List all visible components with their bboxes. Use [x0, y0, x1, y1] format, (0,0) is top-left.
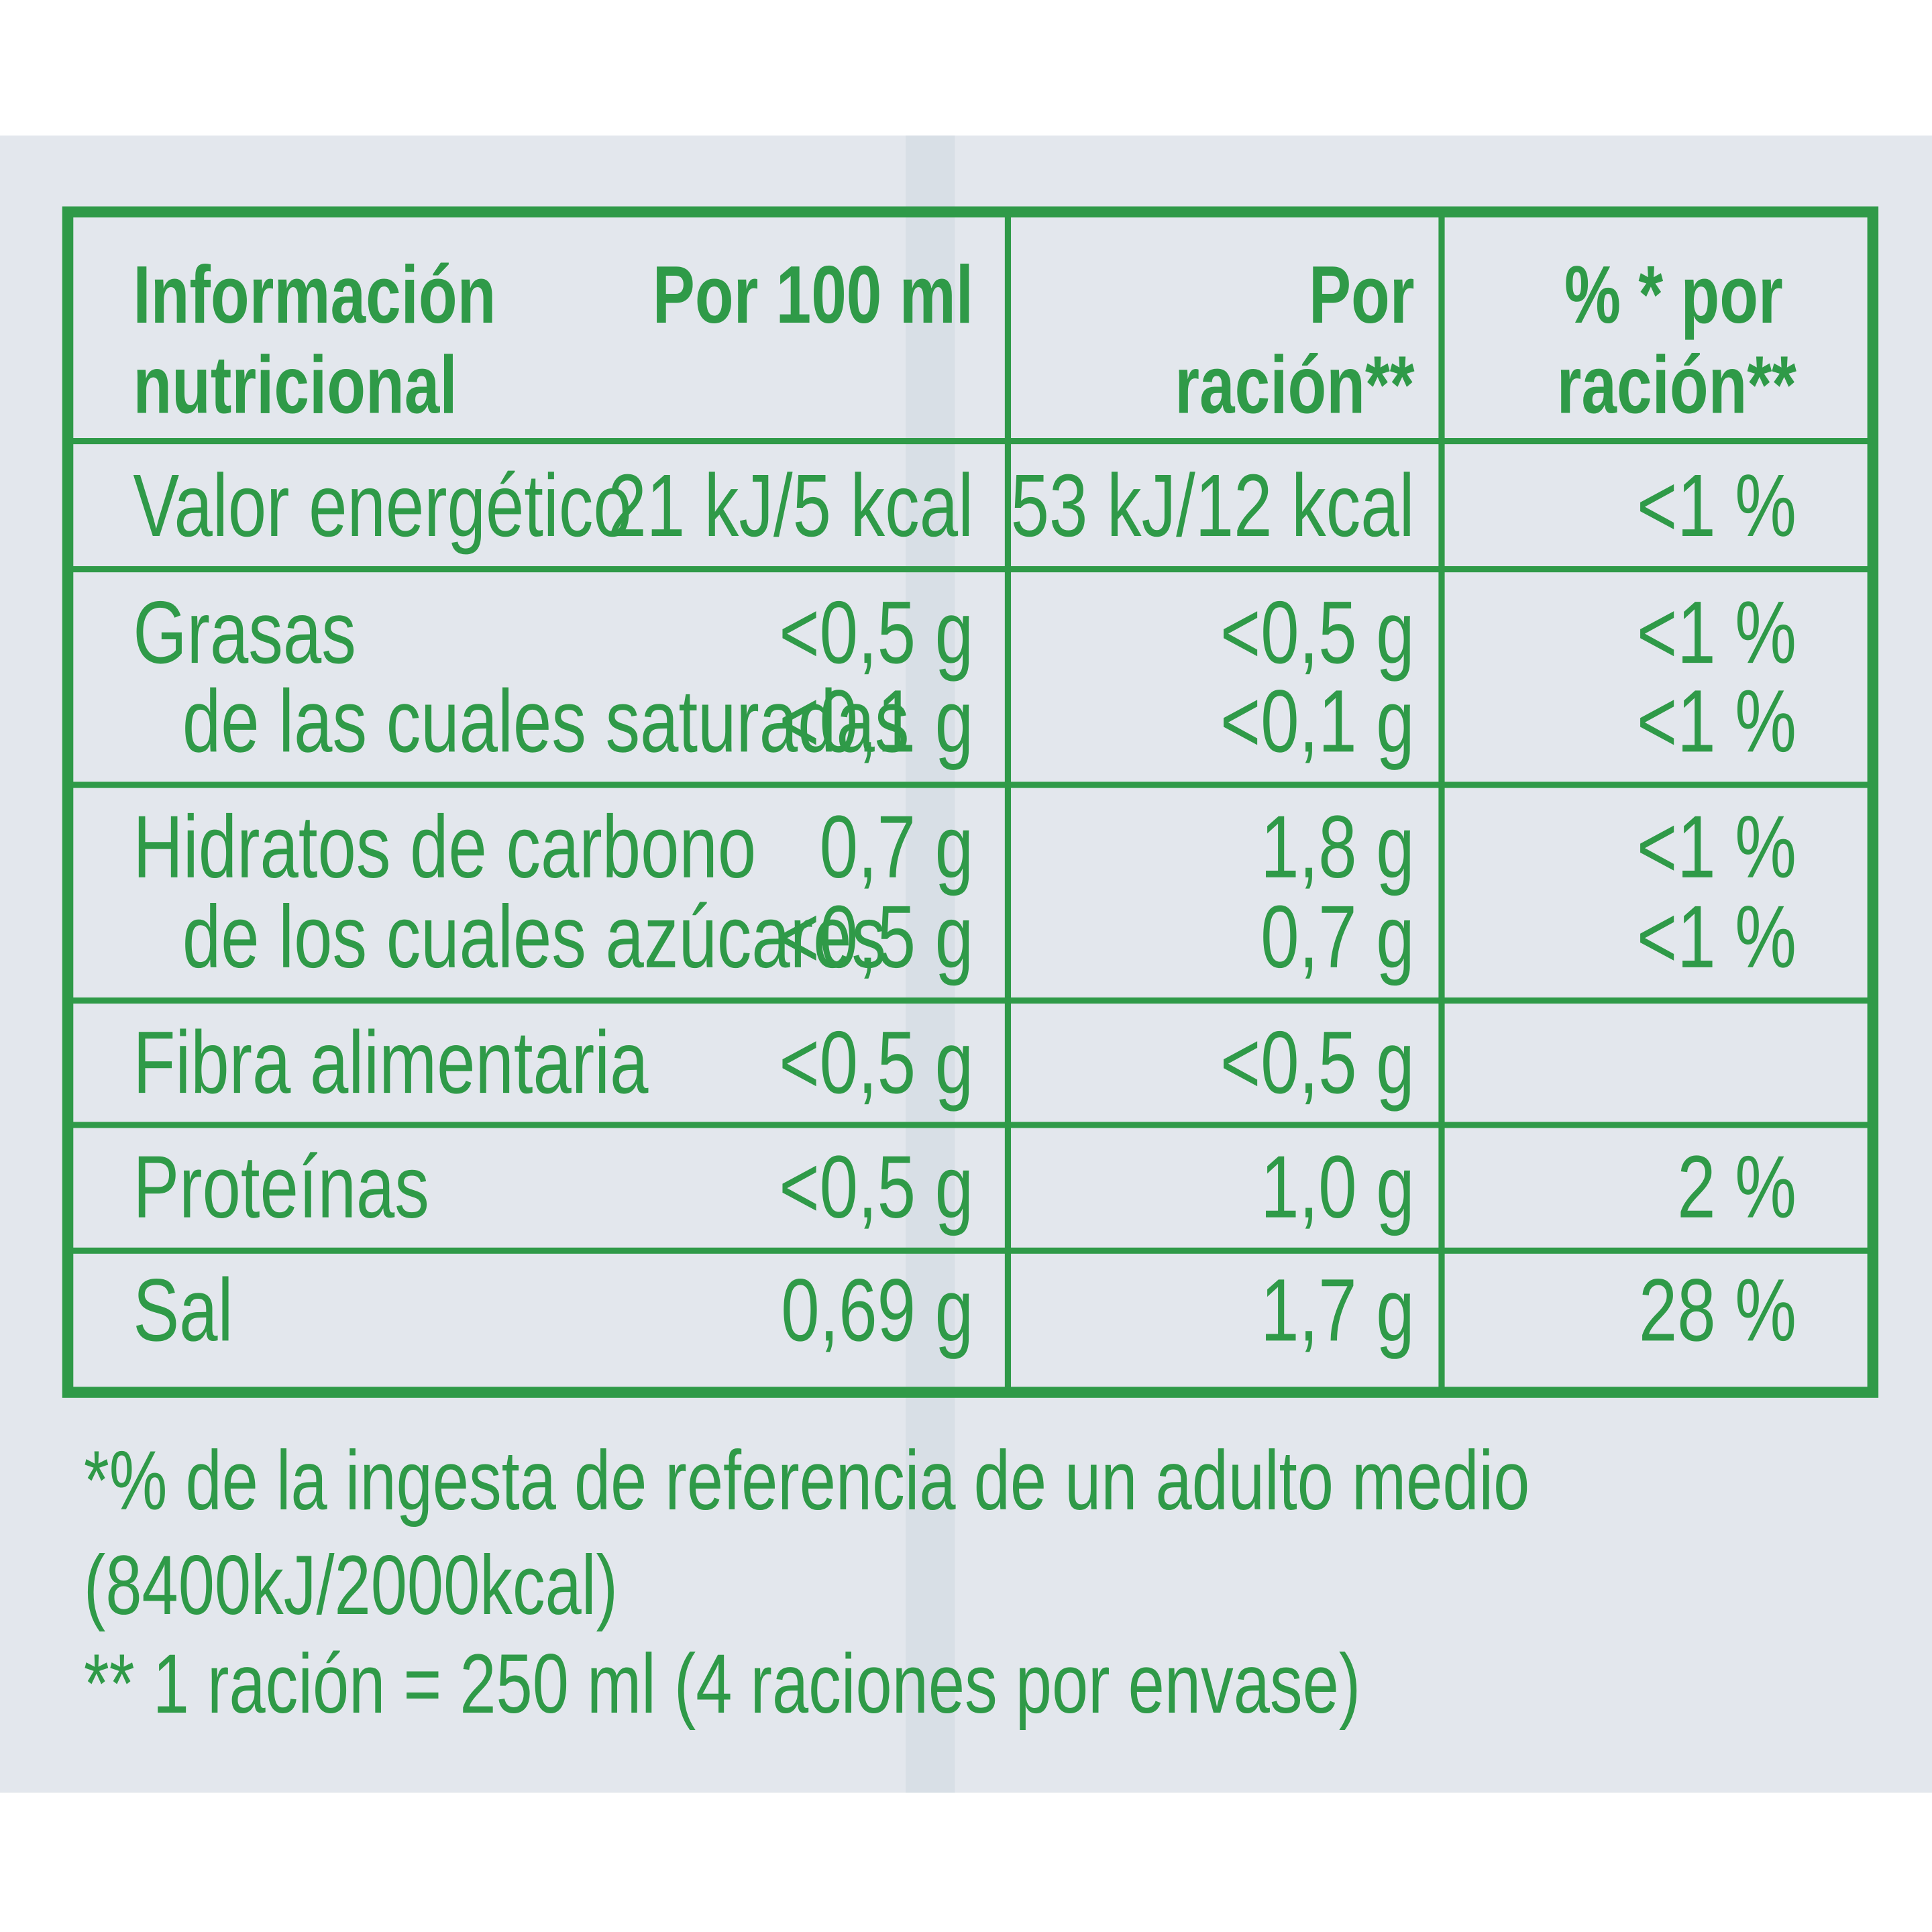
panel — [0, 136, 1932, 1793]
row-label: de los cuales azúcares — [182, 888, 886, 987]
per-serving: 1,0 g — [1260, 1138, 1414, 1236]
percent: <1 % — [1637, 798, 1796, 897]
per-100ml: 0,69 g — [781, 1261, 973, 1360]
per-serving: <0,5 g — [1220, 584, 1415, 682]
row-label: Valor energético — [133, 457, 631, 555]
percent: 28 % — [1639, 1261, 1796, 1360]
row-label: Hidratos de carbono — [133, 798, 756, 897]
per-100ml: 21 kJ/5 kcal — [608, 457, 973, 555]
per-serving: 1,7 g — [1260, 1261, 1414, 1360]
row-label: Grasas — [133, 584, 356, 682]
percent: <1 % — [1637, 888, 1796, 987]
header-col: Por 100 ml — [653, 250, 973, 341]
percent: 2 % — [1677, 1138, 1796, 1236]
per-serving: <0,5 g — [1220, 1014, 1415, 1112]
header-title: Información — [133, 250, 496, 341]
row-label: Fibra alimentaria — [133, 1014, 648, 1112]
per-100ml: 0,7 g — [820, 798, 973, 897]
per-serving: <0,1 g — [1220, 672, 1415, 771]
header-title: nutricional — [133, 340, 457, 431]
per-100ml: <0,5 g — [779, 584, 973, 682]
table-border — [62, 206, 1879, 1398]
percent: <1 % — [1637, 672, 1796, 771]
row-label: de las cuales saturadas — [182, 672, 910, 771]
per-serving: 1,8 g — [1260, 798, 1414, 897]
row-label: Proteínas — [133, 1138, 429, 1236]
percent: <1 % — [1637, 457, 1796, 555]
per-100ml: <0,5 g — [779, 1014, 973, 1112]
header-col: ración** — [1557, 340, 1797, 431]
per-100ml: <0,5 g — [779, 1138, 973, 1236]
footnote: *% de la ingesta de referencia de un adu… — [84, 1434, 1529, 1527]
table-grid — [62, 206, 1879, 1398]
per-100ml: <0,1 g — [779, 672, 973, 771]
footnote: (8400kJ/2000kcal) — [84, 1538, 618, 1631]
header-col: Por — [1309, 250, 1415, 341]
percent: <1 % — [1637, 584, 1796, 682]
row-label: Sal — [133, 1261, 233, 1360]
header-col: % * por — [1564, 250, 1783, 341]
per-serving: 0,7 g — [1260, 888, 1414, 987]
header-col: ración** — [1175, 340, 1415, 431]
per-100ml: <0,5 g — [779, 888, 973, 987]
footnote: ** 1 ración = 250 ml (4 raciones por env… — [84, 1637, 1360, 1730]
fold — [906, 136, 955, 1793]
per-serving: 53 kJ/12 kcal — [1011, 457, 1415, 555]
